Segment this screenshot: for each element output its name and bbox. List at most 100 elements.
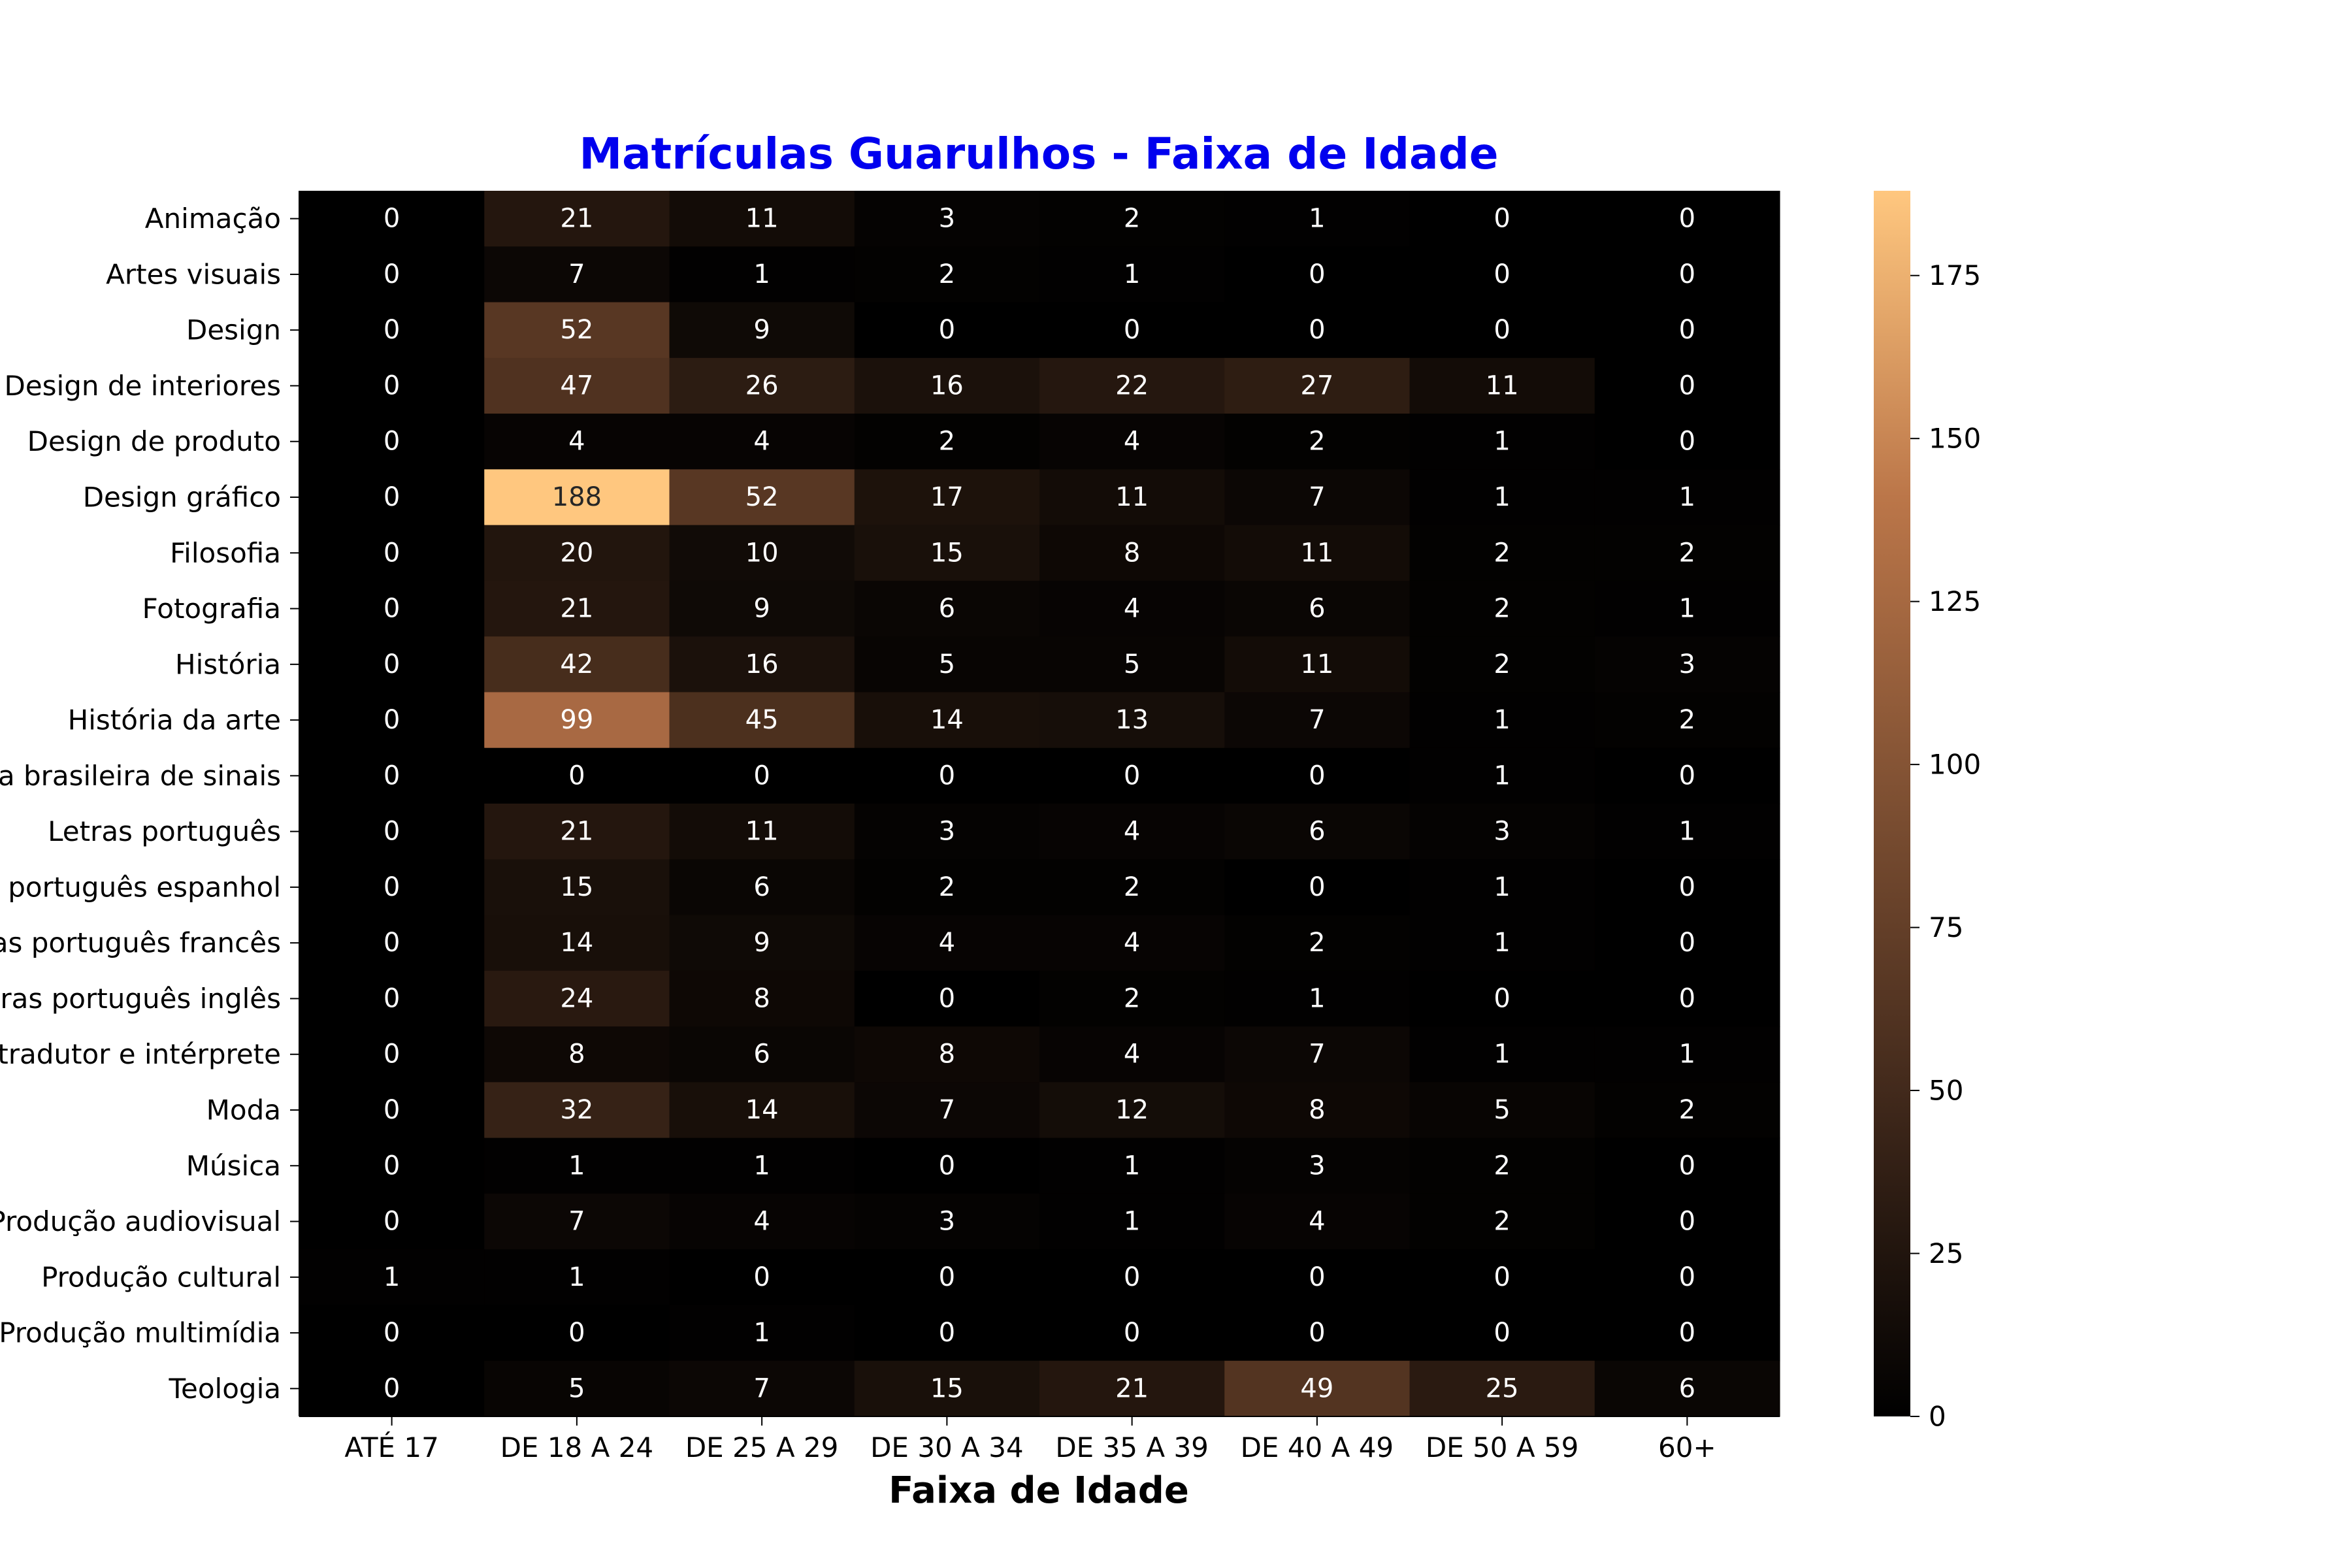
heatmap-cell — [854, 859, 1040, 916]
cell-value-label: 0 — [939, 1318, 955, 1348]
cell-value-label: 0 — [384, 928, 400, 958]
cell-value-label: 16 — [745, 649, 779, 679]
heatmap-cells — [299, 191, 1780, 1417]
heatmap-cell — [1594, 414, 1780, 470]
heatmap-cell — [299, 1193, 485, 1250]
heatmap-cell — [484, 580, 670, 637]
heatmap-cell — [669, 636, 855, 693]
heatmap-cell — [484, 970, 670, 1027]
heatmap-cell — [1224, 1026, 1411, 1083]
heatmap-cell — [854, 1360, 1040, 1417]
cell-value-label: 0 — [1494, 315, 1510, 345]
heatmap-cell — [484, 1360, 670, 1417]
y-tick-label: Produção multimídia — [0, 1317, 281, 1349]
heatmap-cell — [854, 580, 1040, 637]
cell-value-label: 15 — [930, 538, 964, 568]
cell-value-label: 0 — [1309, 315, 1325, 345]
x-tick-label: DE 35 A 39 — [1055, 1431, 1209, 1463]
heatmap-cell — [1594, 1305, 1780, 1362]
cell-value-label: 26 — [745, 370, 779, 400]
heatmap-cell — [1224, 1193, 1411, 1250]
heatmap-cell — [1594, 246, 1780, 303]
cell-value-label: 8 — [1309, 1095, 1325, 1125]
cell-value-label: 2 — [939, 427, 955, 457]
heatmap-cell — [484, 1193, 670, 1250]
cell-value-label: 47 — [560, 370, 593, 400]
heatmap-cell — [1594, 580, 1780, 637]
heatmap-cell — [1039, 747, 1225, 804]
cell-value-label: 27 — [1300, 370, 1333, 400]
heatmap-cell — [299, 747, 485, 804]
heatmap-cell — [1224, 970, 1411, 1027]
cell-value-label: 45 — [745, 705, 779, 735]
heatmap-cell — [299, 191, 485, 247]
heatmap-cell — [484, 357, 670, 414]
cell-value-label: 4 — [1309, 1207, 1325, 1237]
cell-value-label: 0 — [1124, 760, 1140, 791]
cell-value-label: 1 — [1124, 259, 1140, 289]
heatmap-cell — [1224, 469, 1411, 526]
x-axis-title: Faixa de Idade — [889, 1469, 1189, 1512]
heatmap-cell — [1594, 357, 1780, 414]
cell-value-label: 1 — [1494, 760, 1510, 791]
cell-value-label: 0 — [939, 983, 955, 1013]
cell-value-label: 21 — [560, 594, 593, 624]
colorbar-tick-label: 25 — [1929, 1237, 1963, 1269]
heatmap-cell — [484, 636, 670, 693]
cell-value-label: 6 — [1309, 594, 1325, 624]
heatmap-cell — [669, 191, 855, 247]
y-tick-label: Fotografia — [142, 593, 281, 625]
heatmap-cell — [1594, 1137, 1780, 1194]
heatmap-cell — [299, 1026, 485, 1083]
heatmap-cell — [1409, 1193, 1595, 1250]
heatmap-cell — [669, 692, 855, 749]
heatmap-cell — [1409, 636, 1595, 693]
cell-value-label: 2 — [1679, 1095, 1695, 1125]
cell-value-label: 20 — [560, 538, 593, 568]
y-tick-label: Animação — [145, 203, 281, 235]
cell-value-label: 0 — [1679, 872, 1695, 902]
y-tick-label: Design de interiores — [4, 370, 281, 402]
heatmap-cell — [1039, 191, 1225, 247]
cell-value-label: 0 — [1679, 760, 1695, 791]
cell-value-label: 3 — [939, 204, 955, 234]
cell-value-label: 4 — [1124, 928, 1140, 958]
heatmap-cell — [854, 915, 1040, 972]
heatmap-cell — [1594, 804, 1780, 860]
heatmap-cell — [1224, 357, 1411, 414]
cell-value-label: 0 — [1494, 1262, 1510, 1292]
cell-value-label: 0 — [384, 983, 400, 1013]
heatmap-cell — [669, 1026, 855, 1083]
heatmap-cell — [854, 191, 1040, 247]
cell-value-label: 2 — [1679, 538, 1695, 568]
cell-value-label: 99 — [560, 705, 593, 735]
cell-value-label: 9 — [753, 928, 770, 958]
heatmap-cell — [1224, 692, 1411, 749]
cell-value-label: 2 — [939, 872, 955, 902]
colorbar-tick-label: 150 — [1929, 423, 1981, 455]
heatmap-cell — [484, 246, 670, 303]
cell-value-label: 5 — [939, 649, 955, 679]
heatmap-cell — [669, 970, 855, 1027]
cell-value-label: 17 — [930, 482, 964, 512]
heatmap-cell — [299, 357, 485, 414]
colorbar-tick-label: 125 — [1929, 585, 1981, 617]
cell-value-label: 3 — [1679, 649, 1695, 679]
cell-value-label: 21 — [1115, 1373, 1149, 1403]
cell-value-label: 15 — [930, 1373, 964, 1403]
cell-value-label: 12 — [1115, 1095, 1149, 1125]
cell-value-label: 1 — [1494, 705, 1510, 735]
heatmap-cell — [1039, 1137, 1225, 1194]
heatmap-cell — [484, 414, 670, 470]
cell-value-label: 8 — [568, 1039, 585, 1070]
heatmap-cell — [1594, 747, 1780, 804]
cell-value-label: 0 — [1124, 1318, 1140, 1348]
cell-value-label: 0 — [384, 1151, 400, 1181]
cell-value-label: 0 — [1679, 259, 1695, 289]
cell-value-label: 2 — [1309, 427, 1325, 457]
heatmap-cell — [1224, 191, 1411, 247]
cell-value-label: 0 — [1679, 1262, 1695, 1292]
heatmap-cell — [1224, 915, 1411, 972]
y-tick-label: Artes visuais — [106, 258, 281, 290]
cell-value-label: 0 — [1494, 1318, 1510, 1348]
